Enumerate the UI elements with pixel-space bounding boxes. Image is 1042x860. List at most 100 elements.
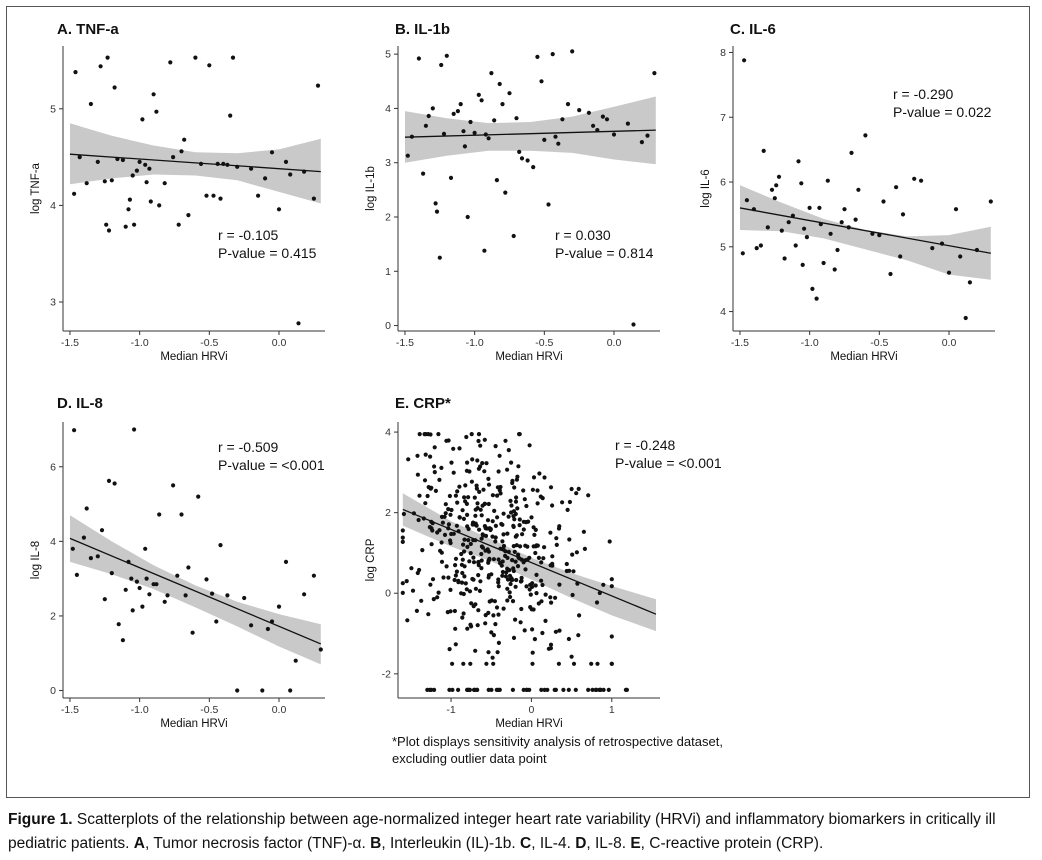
data-point bbox=[464, 501, 469, 506]
data-point bbox=[475, 687, 480, 693]
data-point bbox=[102, 597, 107, 602]
data-point bbox=[501, 511, 506, 516]
data-point bbox=[105, 55, 110, 60]
data-point bbox=[276, 604, 282, 609]
data-point bbox=[123, 224, 128, 229]
data-point bbox=[541, 556, 546, 561]
data-point bbox=[519, 575, 524, 581]
y-tick-label: 3 bbox=[385, 157, 391, 169]
data-point bbox=[425, 493, 430, 499]
data-point bbox=[218, 196, 223, 201]
data-point bbox=[493, 444, 498, 449]
data-point bbox=[496, 469, 501, 474]
data-point bbox=[586, 493, 591, 498]
data-point bbox=[453, 642, 458, 647]
data-point bbox=[449, 507, 454, 513]
data-point bbox=[531, 475, 537, 480]
stat-r: r = 0.030 bbox=[555, 227, 611, 243]
data-point bbox=[468, 551, 473, 556]
data-point bbox=[496, 584, 501, 589]
data-point bbox=[400, 590, 405, 596]
data-point bbox=[483, 533, 489, 539]
data-point bbox=[645, 133, 650, 138]
data-point bbox=[464, 587, 469, 592]
data-point bbox=[448, 538, 453, 543]
data-point bbox=[211, 193, 216, 198]
data-point bbox=[856, 187, 861, 192]
data-point bbox=[574, 550, 580, 555]
data-point bbox=[554, 536, 559, 541]
data-point bbox=[486, 573, 492, 578]
data-point bbox=[140, 117, 145, 122]
data-point bbox=[218, 543, 223, 548]
data-point bbox=[528, 592, 533, 597]
data-point bbox=[467, 687, 472, 693]
data-point bbox=[919, 178, 924, 183]
data-point bbox=[482, 437, 487, 442]
y-tick-label: 2 bbox=[385, 507, 391, 519]
data-point bbox=[454, 569, 459, 574]
data-point bbox=[120, 638, 125, 643]
data-point bbox=[501, 532, 506, 537]
data-point bbox=[565, 507, 570, 512]
data-point bbox=[400, 539, 405, 545]
data-point bbox=[604, 117, 610, 122]
data-point bbox=[898, 254, 903, 259]
data-point bbox=[288, 688, 293, 693]
data-point bbox=[425, 687, 430, 693]
data-point bbox=[447, 687, 452, 693]
data-point bbox=[73, 70, 78, 75]
data-point bbox=[505, 467, 510, 472]
panel-title: E. CRP* bbox=[395, 395, 451, 412]
data-point bbox=[400, 535, 405, 540]
data-point bbox=[511, 233, 516, 239]
data-point bbox=[442, 514, 447, 519]
y-tick-label: 7 bbox=[720, 112, 726, 124]
data-point bbox=[513, 559, 518, 564]
data-point bbox=[540, 630, 545, 636]
data-point bbox=[503, 574, 508, 579]
data-point bbox=[143, 546, 148, 551]
stat-p-value: P-value = 0.022 bbox=[893, 104, 992, 120]
data-point bbox=[476, 438, 481, 444]
data-point bbox=[517, 517, 522, 522]
data-point bbox=[165, 593, 170, 598]
data-point bbox=[171, 483, 176, 488]
data-point bbox=[807, 205, 812, 210]
data-point bbox=[400, 528, 405, 533]
data-point bbox=[471, 560, 477, 565]
regression-line bbox=[739, 207, 991, 254]
data-point bbox=[204, 193, 209, 198]
data-point bbox=[518, 620, 523, 625]
data-point bbox=[548, 530, 553, 535]
data-point bbox=[519, 156, 525, 161]
data-point bbox=[429, 542, 434, 547]
data-point bbox=[447, 647, 452, 652]
data-point bbox=[318, 647, 323, 652]
data-point bbox=[486, 482, 492, 487]
data-point bbox=[810, 286, 815, 291]
data-point bbox=[249, 166, 254, 171]
data-point bbox=[744, 198, 750, 203]
data-point bbox=[162, 181, 167, 186]
data-point bbox=[154, 109, 159, 114]
data-point bbox=[576, 486, 581, 491]
y-tick-label: 5 bbox=[720, 241, 726, 253]
data-point bbox=[490, 534, 495, 539]
regression-line bbox=[404, 129, 656, 138]
x-tick-label: -1.5 bbox=[731, 337, 749, 349]
caption-text-intro: Scatterplots of the relationship between… bbox=[8, 811, 996, 852]
data-point bbox=[433, 201, 438, 206]
data-point bbox=[569, 654, 574, 659]
data-point bbox=[123, 587, 128, 592]
data-point bbox=[463, 483, 468, 488]
data-point bbox=[448, 609, 453, 614]
data-point bbox=[567, 499, 573, 505]
data-point bbox=[249, 623, 254, 628]
data-point bbox=[550, 52, 555, 57]
y-tick-label: 6 bbox=[720, 177, 726, 189]
data-point bbox=[143, 162, 148, 167]
data-point bbox=[515, 564, 521, 569]
data-point bbox=[311, 573, 316, 578]
data-point bbox=[561, 687, 566, 693]
